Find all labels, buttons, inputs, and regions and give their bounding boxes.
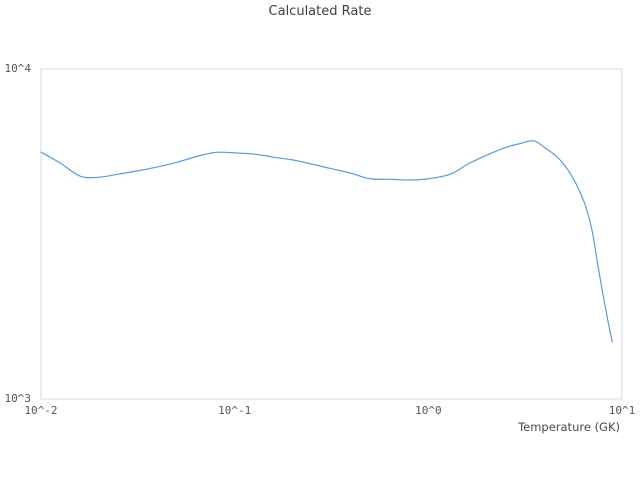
y-tick-label: 10^4 [4, 62, 32, 75]
chart-title: Calculated Rate [268, 4, 372, 19]
x-tick-label: 10^-1 [218, 404, 252, 417]
x-axis-label: Temperature (GK) [518, 420, 620, 434]
rate-curve [40, 140, 613, 343]
plot-border [40, 68, 623, 400]
x-tick-label: 10^-2 [24, 404, 58, 417]
y-tick-label: 10^3 [4, 392, 32, 405]
x-tick-label: 10^0 [415, 404, 442, 417]
x-tick-label: 10^1 [608, 404, 636, 417]
